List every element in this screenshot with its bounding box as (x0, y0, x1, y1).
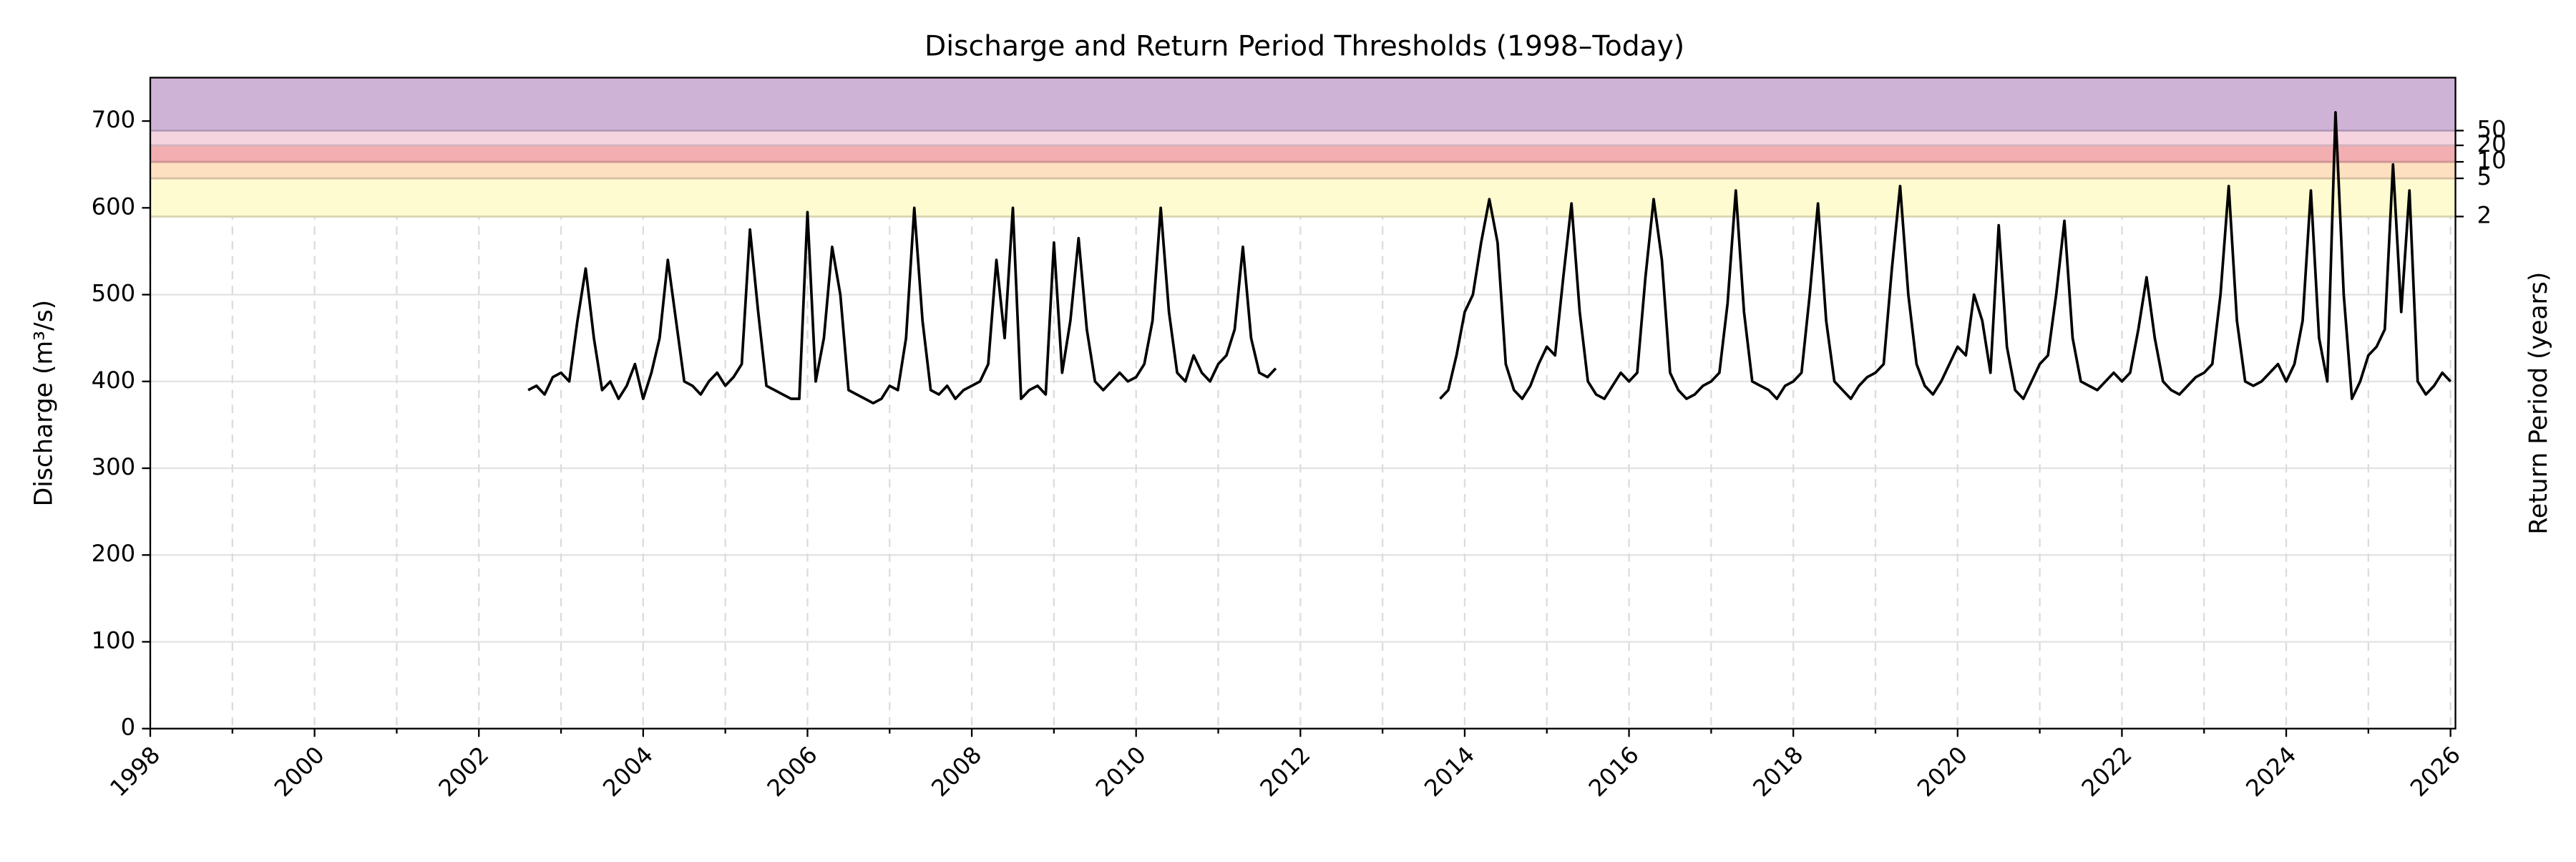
y-tick-label: 600 (92, 193, 136, 220)
y-tick-label: 400 (92, 367, 136, 394)
x-tick-label: 2016 (1584, 741, 1644, 802)
chart-title: Discharge and Return Period Thresholds (… (924, 30, 1684, 62)
x-tick-label: 2018 (1747, 741, 1808, 802)
x-tick-label: 2012 (1255, 741, 1316, 802)
y2-tick-label: 50 (2477, 115, 2507, 142)
y-tick-label: 300 (92, 453, 136, 480)
x-tick-label: 2026 (2405, 741, 2466, 802)
x-tick-label: 2008 (926, 741, 987, 802)
y-tick-label: 500 (92, 280, 136, 307)
discharge-line (527, 111, 2451, 405)
y-tick-label: 200 (92, 540, 136, 567)
x-tick-label: 2004 (597, 741, 658, 802)
y-tick-label: 700 (92, 106, 136, 133)
threshold-band (150, 145, 2456, 163)
x-tick-label: 2002 (433, 741, 494, 802)
plot-frame (149, 77, 2457, 730)
y2-tick-label: 2 (2477, 201, 2492, 228)
threshold-band (150, 178, 2456, 217)
x-tick-label: 2024 (2240, 741, 2301, 802)
x-tick-label: 2022 (2077, 741, 2137, 802)
y-axis-label: Discharge (m³/s) (29, 300, 58, 507)
x-tick-label: 2006 (762, 741, 823, 802)
x-tick-label: 2020 (1912, 741, 1973, 802)
y2-axis-label: Return Period (years) (2524, 272, 2553, 535)
threshold-band (150, 162, 2456, 179)
y2-tick-label: 10 (2477, 147, 2507, 174)
x-tick-label: 2000 (269, 741, 330, 802)
x-tick-label: 2014 (1419, 741, 1480, 802)
threshold-band (150, 77, 2456, 131)
y2-tick-label: 5 (2477, 163, 2492, 190)
y-tick-label: 100 (92, 626, 136, 654)
x-tick-label: 1998 (104, 741, 165, 802)
y2-tick-label: 20 (2477, 130, 2507, 158)
x-tick-label: 2010 (1091, 741, 1151, 802)
threshold-band (150, 130, 2456, 146)
y-tick-label: 0 (121, 714, 136, 741)
